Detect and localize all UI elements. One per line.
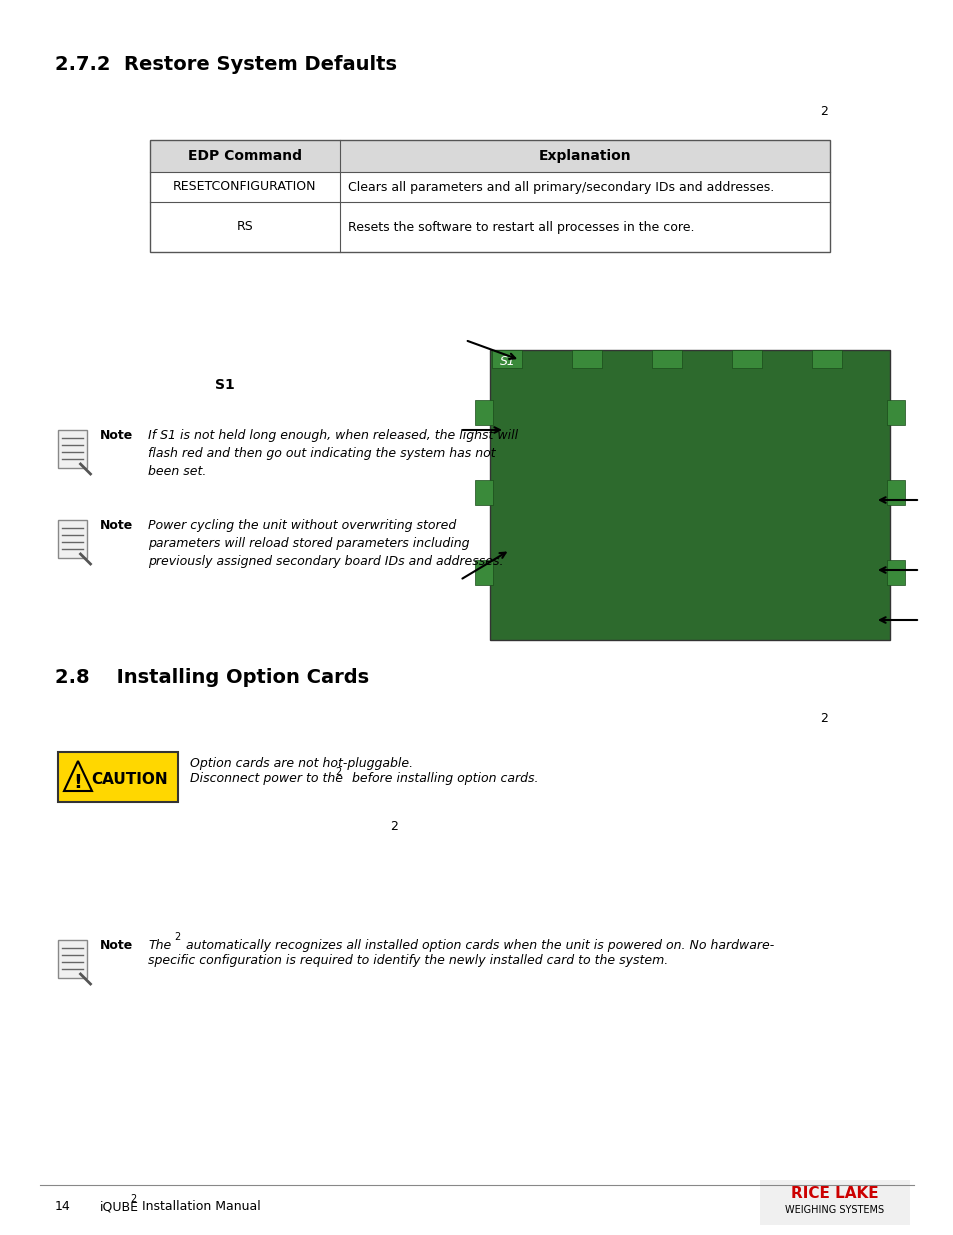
Text: WEIGHING SYSTEMS: WEIGHING SYSTEMS [784, 1205, 883, 1215]
Text: CAUTION: CAUTION [91, 773, 168, 788]
Text: specific configuration is required to identify the newly installed card to the s: specific configuration is required to id… [148, 953, 667, 967]
Text: Installation Manual: Installation Manual [138, 1200, 260, 1213]
Text: Note: Note [100, 519, 133, 532]
Text: S1: S1 [214, 378, 234, 391]
FancyBboxPatch shape [811, 350, 841, 368]
Text: Note: Note [100, 939, 133, 952]
Text: 2: 2 [335, 767, 341, 777]
FancyBboxPatch shape [492, 350, 521, 368]
Text: RICE LAKE: RICE LAKE [790, 1187, 878, 1202]
Text: 14: 14 [55, 1200, 71, 1213]
Text: !: ! [73, 773, 82, 792]
FancyBboxPatch shape [58, 752, 178, 802]
Text: Note: Note [100, 429, 133, 442]
Text: Disconnect power to the: Disconnect power to the [190, 772, 343, 785]
FancyBboxPatch shape [760, 1179, 909, 1225]
FancyBboxPatch shape [58, 940, 87, 978]
Text: 2: 2 [820, 713, 827, 725]
Text: S1: S1 [499, 354, 516, 368]
Text: iQUBE: iQUBE [100, 1200, 139, 1213]
FancyBboxPatch shape [490, 350, 889, 640]
FancyBboxPatch shape [475, 559, 493, 585]
Text: RS: RS [236, 221, 253, 233]
Text: Option cards are not hot-pluggable.: Option cards are not hot-pluggable. [190, 757, 413, 769]
FancyBboxPatch shape [58, 430, 87, 468]
Text: RESETCONFIGURATION: RESETCONFIGURATION [173, 180, 316, 194]
Text: 2: 2 [820, 105, 827, 119]
Text: Power cycling the unit without overwriting stored
parameters will reload stored : Power cycling the unit without overwriti… [148, 519, 503, 568]
Text: The: The [148, 939, 172, 952]
FancyBboxPatch shape [886, 400, 904, 425]
Bar [150, 140, 829, 252]
Text: EDP Command: EDP Command [188, 149, 302, 163]
Text: 2: 2 [390, 820, 397, 832]
FancyBboxPatch shape [886, 480, 904, 505]
Text: If S1 is not held long enough, when released, the lighst will
flash red and then: If S1 is not held long enough, when rele… [148, 429, 517, 478]
Text: before installing option cards.: before installing option cards. [348, 772, 537, 785]
Text: Explanation: Explanation [538, 149, 631, 163]
FancyBboxPatch shape [475, 480, 493, 505]
Text: 2: 2 [130, 1194, 136, 1204]
Text: Resets the software to restart all processes in the core.: Resets the software to restart all proce… [348, 221, 694, 233]
FancyBboxPatch shape [150, 140, 829, 172]
FancyBboxPatch shape [731, 350, 761, 368]
Text: 2: 2 [173, 932, 180, 942]
Text: Clears all parameters and all primary/secondary IDs and addresses.: Clears all parameters and all primary/se… [348, 180, 774, 194]
FancyBboxPatch shape [475, 400, 493, 425]
FancyBboxPatch shape [651, 350, 681, 368]
Text: 2.7.2  Restore System Defaults: 2.7.2 Restore System Defaults [55, 56, 396, 74]
FancyBboxPatch shape [886, 559, 904, 585]
FancyBboxPatch shape [572, 350, 601, 368]
Text: 2.8    Installing Option Cards: 2.8 Installing Option Cards [55, 668, 369, 687]
Text: automatically recognizes all installed option cards when the unit is powered on.: automatically recognizes all installed o… [182, 939, 774, 952]
Polygon shape [64, 761, 91, 790]
FancyBboxPatch shape [58, 520, 87, 558]
